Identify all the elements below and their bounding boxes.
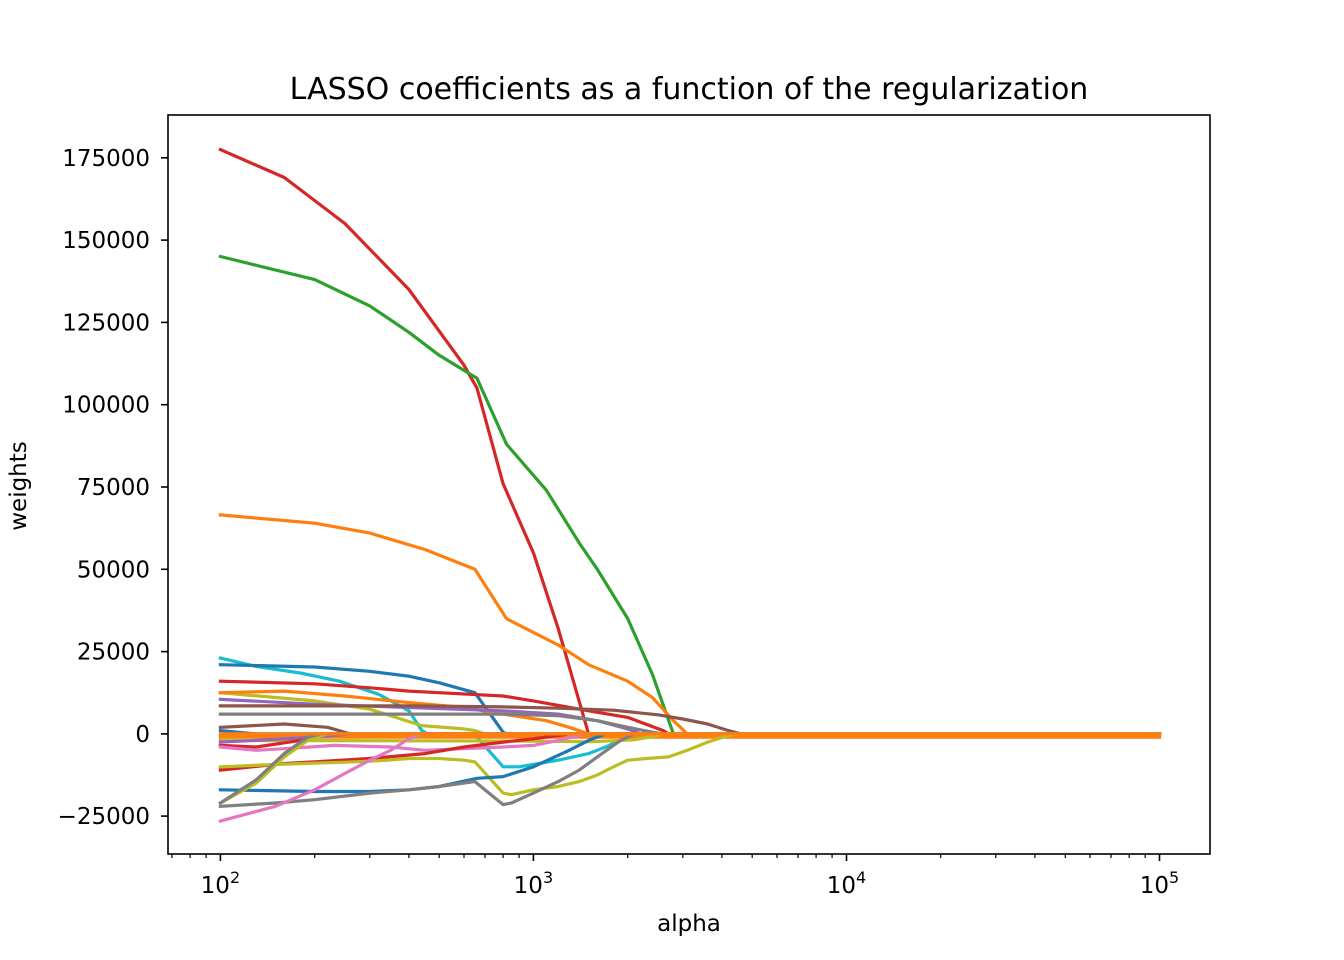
y-axis-label: weights [6, 441, 32, 531]
series-line-6 [218, 679, 1162, 736]
series-line-2 [218, 254, 1162, 736]
x-axis-label: alpha [657, 911, 721, 937]
series-line-10 [218, 704, 1162, 736]
x-axis-ticks: 102 103 104 105 [171, 854, 1179, 899]
y-tick-label: 75000 [77, 475, 150, 501]
x-tick-label-exponent: 3 [543, 868, 553, 887]
y-tick-label: 25000 [77, 640, 150, 666]
y-tick-label: 0 [135, 722, 150, 748]
y-tick-label: 150000 [62, 228, 150, 254]
series-line-22 [218, 732, 1162, 808]
x-tick-label: 103 [514, 868, 553, 899]
series-line-20 [218, 732, 1162, 797]
plot-area-background [168, 115, 1210, 854]
x-tick-label: 104 [827, 868, 866, 899]
x-tick-label-base: 10 [827, 873, 856, 899]
series-line-24 [218, 732, 1162, 824]
series-line-1 [218, 147, 1162, 736]
series-line-21 [218, 732, 1162, 794]
x-tick-label-base: 10 [1140, 873, 1169, 899]
plot-frame [167, 114, 1211, 855]
series-layer [218, 147, 1162, 824]
x-tick-label-base: 10 [201, 873, 230, 899]
x-tick-label: 102 [201, 868, 240, 899]
x-tick-label-base: 10 [514, 873, 543, 899]
x-tick-label-exponent: 5 [1169, 868, 1179, 887]
y-tick-label: 50000 [77, 557, 150, 583]
y-tick-label: 175000 [62, 146, 150, 172]
y-tick-label: −25000 [58, 804, 150, 830]
chart-title: LASSO coefficients as a function of the … [290, 72, 1089, 107]
y-axis-ticks: −25000 0 25000 50000 75000 100000 125000 150000… [58, 146, 168, 830]
x-tick-label-exponent: 2 [230, 868, 240, 887]
x-tick-label: 105 [1140, 868, 1179, 899]
y-tick-label: 100000 [62, 393, 150, 419]
x-tick-label-exponent: 4 [856, 868, 866, 887]
y-tick-label: 125000 [62, 310, 150, 336]
